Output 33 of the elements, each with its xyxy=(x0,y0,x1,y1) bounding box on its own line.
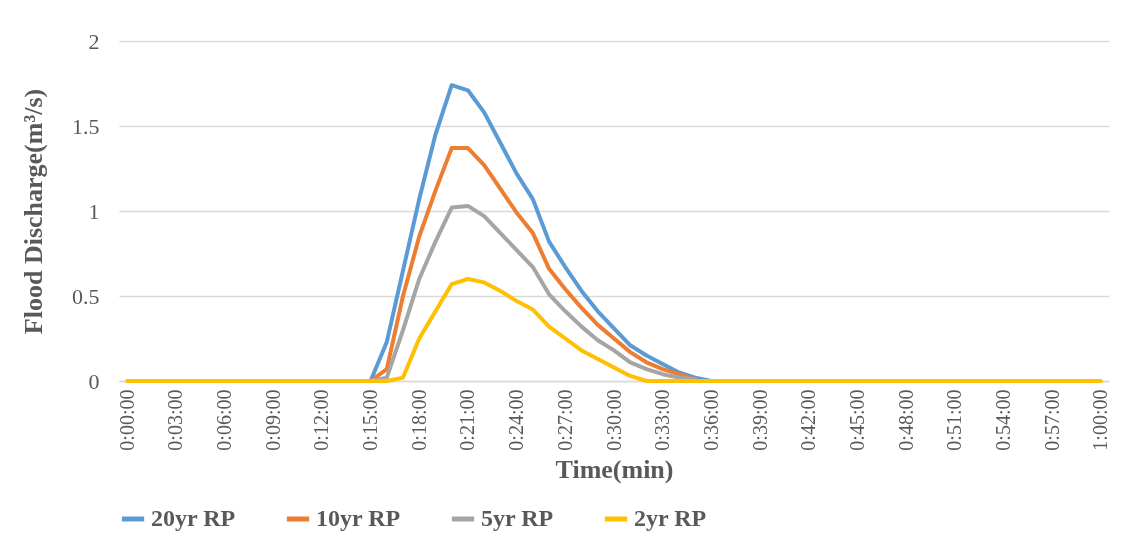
x-axis-title: Time(min) xyxy=(555,454,674,484)
x-tick-label: 0:27:00 xyxy=(553,389,576,451)
x-tick-label: 0:21:00 xyxy=(456,389,479,451)
x-tick-label: 0:36:00 xyxy=(699,389,722,451)
legend-label: 2yr RP xyxy=(634,505,707,531)
x-tick-label: 0:54:00 xyxy=(992,389,1015,451)
x-tick-label: 0:48:00 xyxy=(894,389,917,451)
x-tick-label: 0:57:00 xyxy=(1040,389,1063,451)
x-tick-label: 0:39:00 xyxy=(748,389,771,451)
y-tick-label: 1.5 xyxy=(72,113,100,139)
line-series xyxy=(125,277,1103,383)
x-tick-label: 0:42:00 xyxy=(797,389,820,451)
x-tick-label: 0:51:00 xyxy=(943,389,966,451)
x-tick-label: 0:15:00 xyxy=(359,389,382,451)
x-tick-label: 0:45:00 xyxy=(845,389,868,451)
legend-label: 20yr RP xyxy=(151,505,236,531)
x-tick-label: 0:03:00 xyxy=(164,389,187,451)
y-tick-label: 1 xyxy=(88,198,100,224)
legend-label: 5yr RP xyxy=(481,505,554,531)
y-tick-label: 0 xyxy=(88,368,100,394)
legend-label: 10yr RP xyxy=(316,505,401,531)
y-tick-label: 0.5 xyxy=(72,283,100,309)
x-tick-label: 0:24:00 xyxy=(505,389,528,451)
x-tick-label: 0:33:00 xyxy=(651,389,674,451)
x-tick-label: 0:12:00 xyxy=(310,389,333,451)
y-tick-label: 2 xyxy=(88,28,100,54)
x-tick-label: 0:09:00 xyxy=(261,389,284,451)
x-tick-label: 0:30:00 xyxy=(602,389,625,451)
x-tick-label: 1:00:00 xyxy=(1089,389,1112,451)
x-tick-label: 0:00:00 xyxy=(115,389,138,451)
x-tick-label: 0:06:00 xyxy=(212,389,235,451)
y-axis-title: Flood Discharge(m³/s) xyxy=(19,88,48,335)
x-tick-label: 0:18:00 xyxy=(407,389,430,451)
